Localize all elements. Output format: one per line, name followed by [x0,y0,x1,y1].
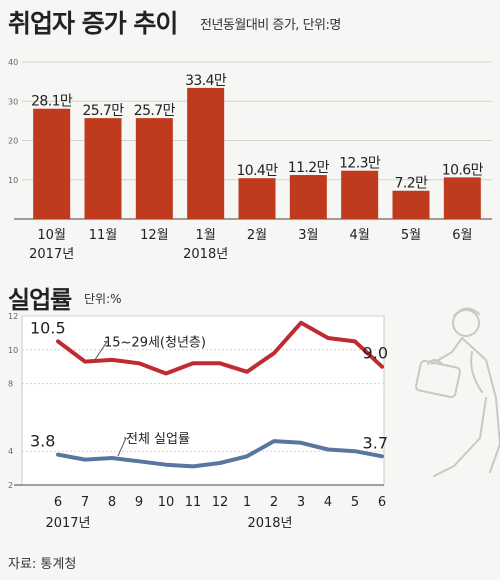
youth-end-value: 9.0 [363,344,388,363]
line-x-tick-label: 3 [297,495,305,510]
line-y-tick-label: 12 [8,312,18,321]
bar-category-label: 6월 [452,228,472,243]
bar-year-label: 2018년 [183,247,228,262]
youth-start-value: 10.5 [30,318,66,337]
bar-category-label: 3월 [298,228,318,243]
employment-bar [238,178,276,219]
line-x-tick-label: 6 [54,495,62,510]
bar-value-label: 12.3만 [339,156,381,172]
employment-bar [289,175,327,219]
bar-category-label: 5월 [401,228,421,243]
employment-bar [341,170,379,219]
total-end-value: 3.7 [363,433,388,452]
line-plot-frame [21,315,385,486]
line-x-tick-label: 6 [378,495,386,510]
line-year-label: 2017년 [45,516,90,531]
bar-y-tick-label: 40 [8,58,18,67]
youth-label-leader [94,341,108,360]
total-label-leader [117,437,127,457]
employment-bar [392,190,430,219]
total-start-value: 3.8 [30,432,55,451]
unemployment-unit: 단위:% [84,292,122,306]
bar-y-tick-label: 20 [8,137,18,146]
line-x-tick-label: 9 [135,495,143,510]
line-y-tick-label: 4 [8,447,13,456]
bar-category-label: 1월 [196,228,216,243]
bar-value-label: 25.7만 [82,103,124,119]
line-y-tick-label: 8 [8,380,13,389]
employment-bar [84,118,122,219]
line-x-tick-label: 7 [81,495,89,510]
employment-bar-chart: 10 20 30 40 28.1만 10월 25.7만 11월 25.7만 12월 33.4만 1월 1… [8,58,492,262]
line-x-tick-label: 8 [108,495,116,510]
line-x-tick-label: 5 [351,495,359,510]
bar-category-label: 2월 [247,228,267,243]
line-x-tick-label: 2 [270,495,278,510]
bar-value-label: 7.2만 [395,176,428,192]
line-x-tick-label: 12 [212,495,229,510]
bar-year-label: 2017년 [29,247,74,262]
line-x-tick-label: 4 [324,495,332,510]
bar-value-label: 28.1만 [31,94,73,110]
bar-category-label: 11월 [89,228,118,243]
line-x-tick-label: 10 [158,495,175,510]
bar-category-label: 10월 [37,228,66,243]
employment-bar [187,87,225,219]
line-x-tick-label: 11 [185,495,202,510]
youth-series-label: 15~29세(청년층) [104,336,206,351]
bar-value-label: 10.6만 [442,162,484,178]
unemployment-title: 실업률 [8,286,72,314]
bar-value-label: 25.7만 [134,103,176,119]
page-subtitle: 전년동월대비 증가, 단위:명 [200,18,341,33]
bar-value-label: 10.4만 [236,163,278,179]
employment-bar [135,118,173,219]
line-x-tick-label: 1 [243,495,251,510]
line-year-label: 2018년 [247,516,292,531]
bar-value-label: 33.4만 [185,73,227,89]
page-title: 취업자 증가 추이 [8,9,178,38]
running-man-icon [415,307,500,477]
total-series-label: 전체 실업률 [126,432,190,447]
employment-bar [443,177,481,219]
line-y-tick-label: 10 [8,346,18,355]
bar-y-tick-label: 10 [8,176,18,185]
source-note: 자료: 통계청 [8,557,77,572]
bar-y-tick-label: 30 [8,97,18,106]
line-y-tick-label: 2 [8,481,13,490]
bar-category-label: 4월 [350,228,370,243]
bar-category-label: 12월 [140,228,169,243]
employment-bar [33,108,71,219]
bar-value-label: 11.2만 [288,160,330,176]
